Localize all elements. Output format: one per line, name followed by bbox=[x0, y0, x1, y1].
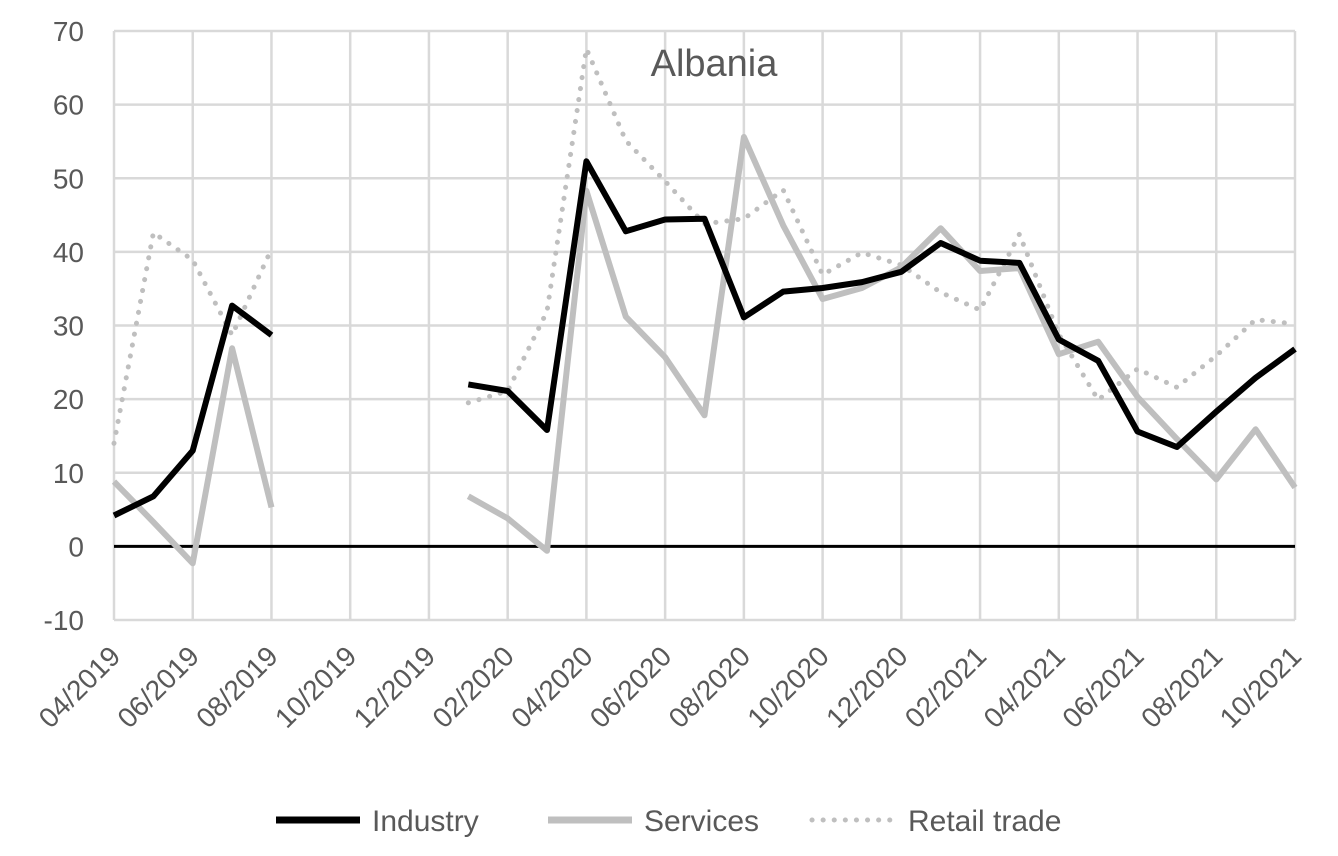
x-axis-ticks: 04/201906/201908/201910/201912/201902/20… bbox=[33, 640, 1307, 733]
legend: Industry Services Retail trade bbox=[276, 805, 1061, 838]
x-tick-label: 06/2021 bbox=[1056, 640, 1149, 733]
y-tick-label: 40 bbox=[53, 237, 84, 268]
y-tick-label: -10 bbox=[44, 605, 84, 636]
x-tick-label: 04/2021 bbox=[978, 640, 1071, 733]
x-tick-label: 10/2021 bbox=[1214, 640, 1307, 733]
x-tick-label: 02/2020 bbox=[426, 640, 519, 733]
y-tick-label: 0 bbox=[68, 531, 84, 562]
y-tick-label: 10 bbox=[53, 458, 84, 489]
x-tick-label: 04/2019 bbox=[33, 640, 126, 733]
x-tick-label: 10/2019 bbox=[269, 640, 362, 733]
series-line-industry bbox=[467, 158, 1297, 450]
series-line-services bbox=[466, 134, 1298, 554]
y-tick-label: 50 bbox=[53, 163, 84, 194]
x-tick-label: 06/2019 bbox=[111, 640, 204, 733]
legend-label-retail-trade: Retail trade bbox=[908, 805, 1061, 838]
series-line-retail-trade bbox=[111, 230, 274, 446]
x-tick-label: 12/2019 bbox=[348, 640, 441, 733]
x-tick-label: 04/2020 bbox=[505, 640, 598, 733]
chart-title: Albania bbox=[651, 43, 779, 85]
y-tick-label: 70 bbox=[53, 16, 84, 47]
x-tick-label: 08/2019 bbox=[190, 640, 283, 733]
x-tick-label: 12/2020 bbox=[820, 640, 913, 733]
series-lines bbox=[111, 46, 1298, 567]
x-tick-label: 08/2021 bbox=[1135, 640, 1228, 733]
grid-lines bbox=[112, 29, 1297, 622]
y-tick-label: 20 bbox=[53, 384, 84, 415]
legend-label-industry: Industry bbox=[372, 805, 479, 838]
x-tick-label: 08/2020 bbox=[663, 640, 756, 733]
series-line-industry bbox=[112, 302, 274, 519]
series-line-retail-trade bbox=[465, 46, 1298, 406]
x-tick-label: 02/2021 bbox=[899, 640, 992, 733]
legend-label-services: Services bbox=[644, 805, 759, 838]
y-tick-label: 60 bbox=[53, 90, 84, 121]
x-tick-label: 06/2020 bbox=[584, 640, 677, 733]
y-tick-label: 30 bbox=[53, 311, 84, 342]
y-axis-ticks: -10 0 10 20 30 40 50 60 70 bbox=[44, 16, 84, 636]
x-tick-label: 10/2020 bbox=[741, 640, 834, 733]
series-line-services bbox=[111, 345, 275, 567]
